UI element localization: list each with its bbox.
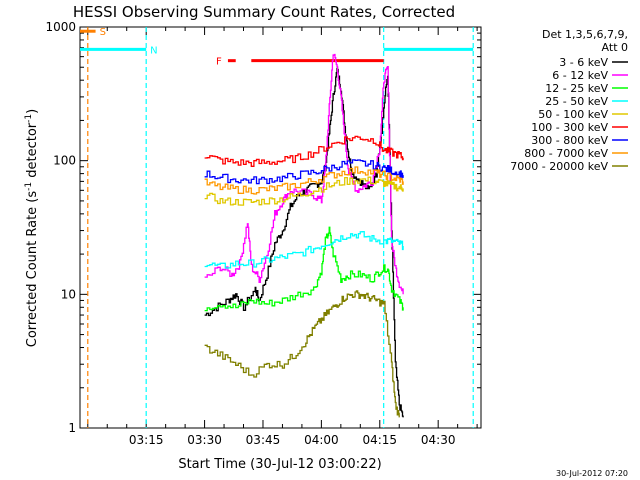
x-tick-label: 04:15	[362, 433, 397, 447]
series-line	[204, 135, 404, 167]
y-tick-label: 1000	[45, 20, 76, 34]
y-tick-label: 100	[53, 154, 76, 168]
series-line	[204, 53, 404, 295]
legend-entry-label: 300 - 800 keV	[531, 134, 608, 147]
x-tick-label: 03:45	[246, 433, 281, 447]
x-tick-label: 03:15	[129, 433, 164, 447]
chart-title: HESSI Observing Summary Count Rates, Cor…	[73, 3, 455, 21]
y-tick-label: 1	[68, 421, 76, 435]
legend-entry-label: 800 - 7000 keV	[524, 147, 608, 160]
series-line	[204, 159, 404, 185]
legend-header: Det 1,3,5,6,7,9,	[542, 28, 628, 41]
series-line	[204, 67, 404, 418]
y-tick-label: 10	[61, 287, 76, 301]
legend-entry-label: 100 - 300 keV	[531, 121, 608, 134]
series-line	[204, 226, 404, 312]
flag-label: S	[100, 27, 106, 38]
series-line	[204, 176, 404, 206]
series-line	[204, 166, 404, 195]
legend-entry-label: 6 - 12 keV	[552, 69, 608, 82]
footer-timestamp: 30-Jul-2012 07:20	[556, 469, 628, 478]
flag-label: F	[216, 57, 222, 68]
x-axis-label: Start Time (30-Jul-12 03:00:22)	[178, 457, 381, 472]
x-tick-label: 04:30	[421, 433, 456, 447]
legend-entry-label: 12 - 25 keV	[545, 82, 608, 95]
flag-label: N	[150, 45, 157, 56]
legend-entry-label: 25 - 50 keV	[545, 95, 608, 108]
series-line	[204, 290, 400, 418]
x-tick-label: 04:00	[304, 433, 339, 447]
legend-entry-label: 50 - 100 keV	[538, 108, 608, 121]
series-lines	[204, 53, 404, 418]
plot-frame	[79, 26, 482, 429]
attenuator-flags: S N F	[80, 27, 474, 428]
y-axis-label: Corrected Count Rate (s-1 detector-1)	[24, 109, 40, 347]
x-tick-label: 03:30	[187, 433, 222, 447]
legend-header: Att 0	[602, 41, 628, 54]
plot-axes: 03:15 03:30 03:45 04:00 04:15 04:30 1 10 100 1000	[45, 20, 482, 447]
legend-entry-label: 3 - 6 keV	[559, 56, 608, 69]
legend-entry-label: 7000 - 20000 keV	[510, 160, 608, 173]
series-line	[204, 230, 404, 269]
